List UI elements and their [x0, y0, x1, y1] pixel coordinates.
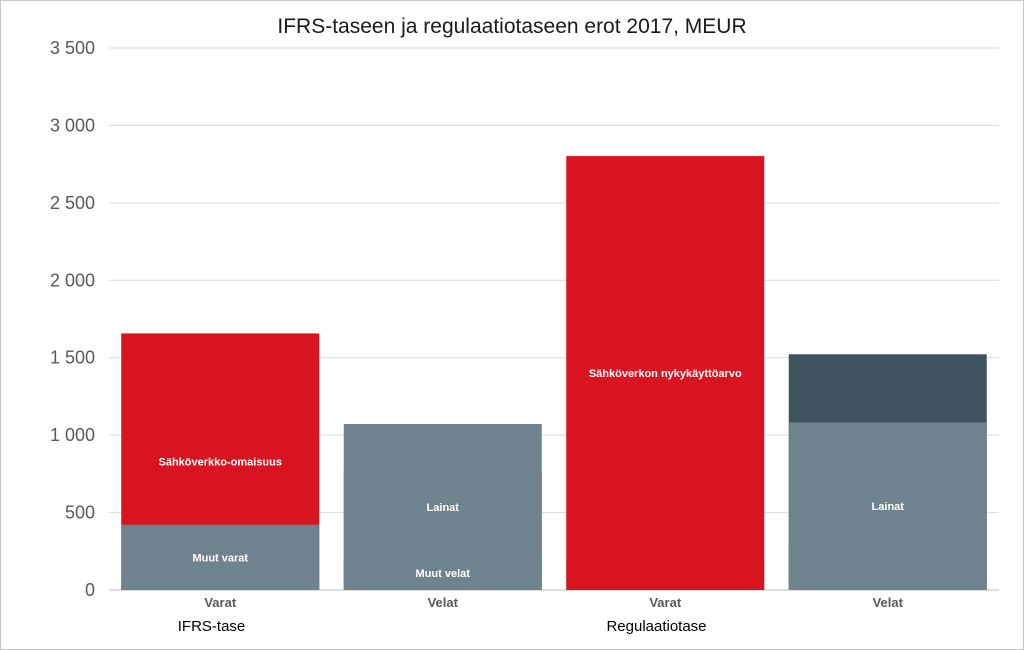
- y-tick-label: 3 500: [50, 38, 95, 58]
- segment-label: Lainat: [872, 501, 905, 513]
- y-tick-label: 1 500: [50, 348, 95, 368]
- y-tick-label: 1 000: [50, 425, 95, 445]
- y-axis-tick-labels: 0 500 1 000 1 500 2 000 2 500 3 000 3 500: [50, 38, 95, 600]
- bar-segment: [566, 156, 765, 590]
- x-tick-label: Varat: [649, 595, 681, 610]
- stacked-bar: Muu sähköverkkotoimintaansitoutunut pääo…: [566, 156, 765, 590]
- group-label: Regulaatiotase: [606, 618, 706, 635]
- bar-segment: [121, 524, 320, 590]
- segment-label: Sähköverkko-omaisuus: [159, 457, 283, 469]
- group-label: IFRS-tase: [178, 618, 246, 635]
- x-tick-label: Velat: [873, 595, 904, 610]
- y-tick-label: 0: [85, 580, 95, 600]
- y-tick-label: 500: [65, 503, 95, 523]
- stacked-bar: Oman pääoman tasauseräOma pääomaMuut vel…: [788, 354, 987, 592]
- segment-label: Lainat: [427, 502, 460, 514]
- segment-label: Sähköverkon nykykäyttöarvo: [589, 368, 742, 380]
- x-axis-tick-labels: Varat Velat Varat Velat: [204, 595, 903, 610]
- bar-segment: [788, 422, 987, 590]
- y-tick-label: 2 500: [50, 193, 95, 213]
- x-tick-label: Velat: [428, 595, 459, 610]
- y-tick-label: 3 000: [50, 115, 95, 135]
- stacked-bar: Oma pääomaLainatMuut velat: [343, 423, 542, 590]
- chart-title: IFRS-taseen ja regulaatiotaseen erot 201…: [277, 15, 746, 38]
- y-tick-label: 2 000: [50, 270, 95, 290]
- stacked-bar: Sähköverkko-omaisuus Muut varat: [121, 333, 320, 590]
- group-labels: IFRS-tase Regulaatiotase: [178, 618, 707, 635]
- bar-segment: [343, 556, 542, 590]
- segment-label: Muut velat: [416, 568, 471, 580]
- segment-label: Muut varat: [192, 552, 248, 564]
- x-tick-label: Varat: [204, 595, 236, 610]
